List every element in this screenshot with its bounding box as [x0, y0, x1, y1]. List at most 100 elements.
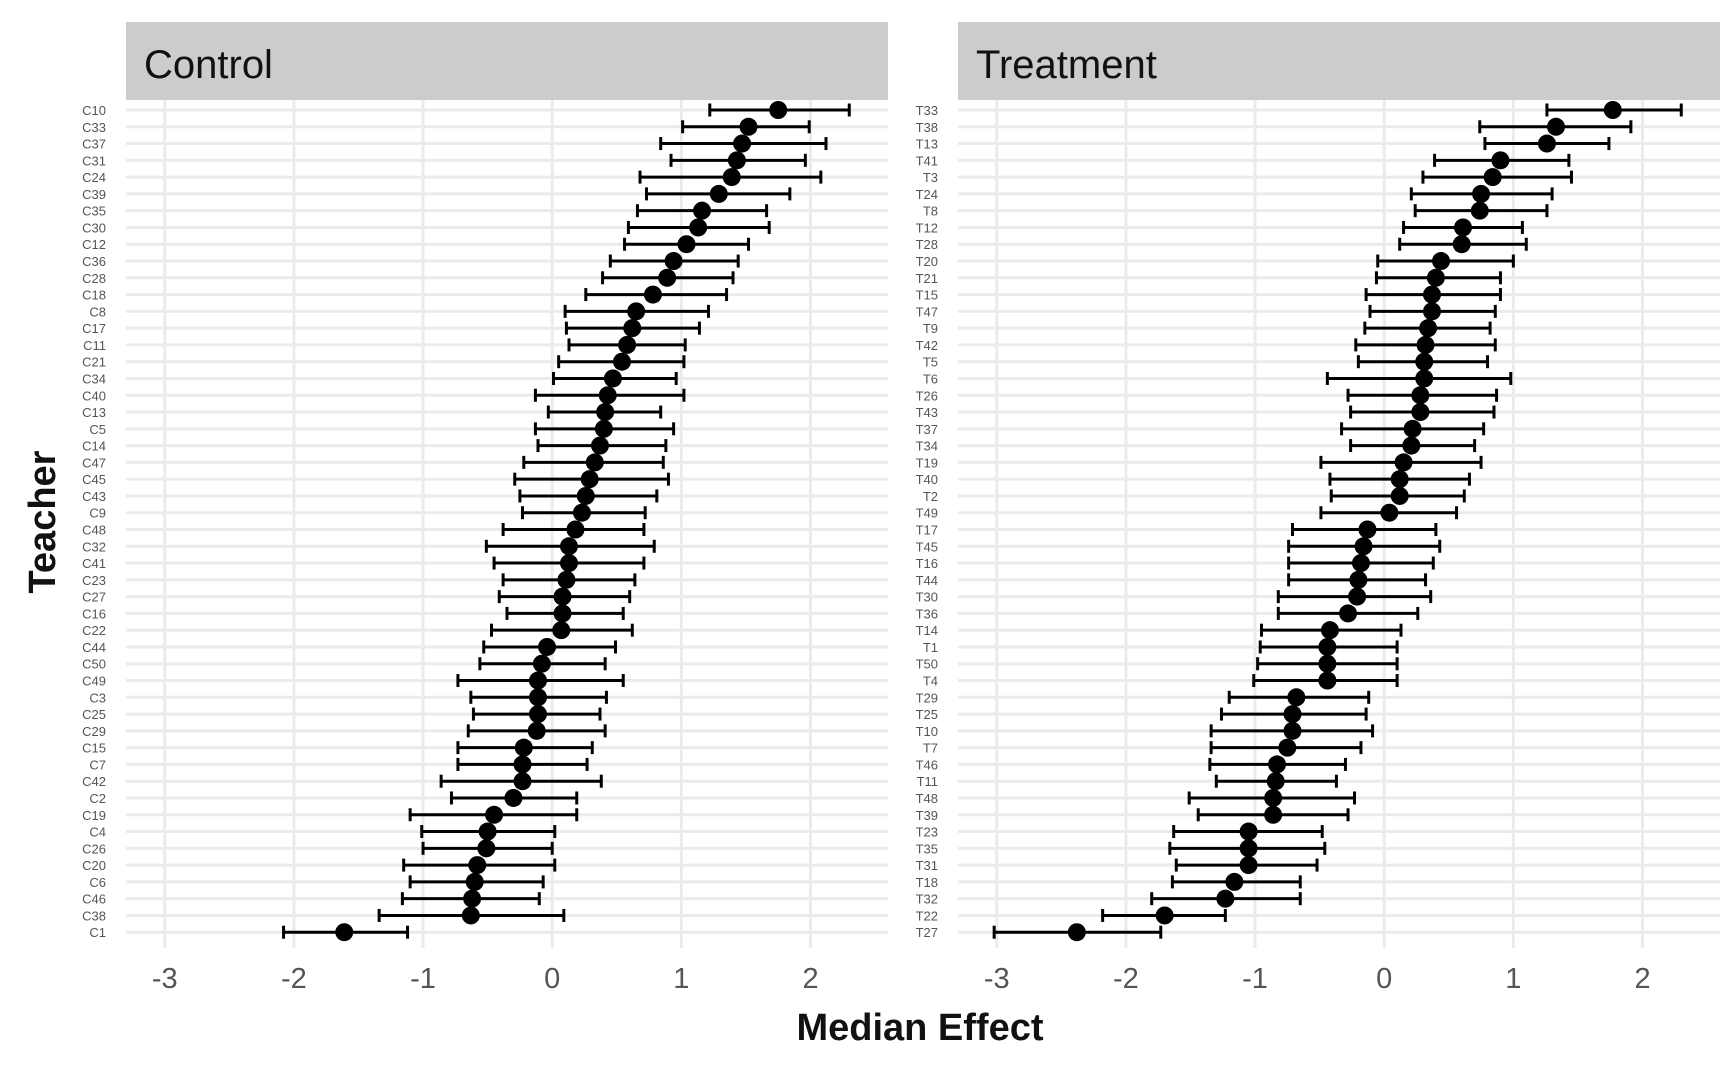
y-tick-label: T21 [916, 271, 938, 286]
median-point [576, 486, 595, 505]
x-tick-label: -3 [984, 963, 1010, 995]
median-point [468, 856, 487, 875]
median-point [1470, 201, 1489, 220]
median-point [1426, 268, 1445, 287]
y-tick-label: C2 [89, 791, 106, 806]
y-tick-label: T6 [923, 371, 938, 386]
median-point [1416, 335, 1435, 354]
median-point [1349, 570, 1368, 589]
median-point [1537, 134, 1556, 153]
median-point [463, 889, 482, 908]
median-point [572, 503, 591, 522]
median-point [1225, 872, 1244, 891]
y-tick-label: C31 [82, 153, 106, 168]
y-tick-label: T35 [916, 841, 938, 856]
median-point [1354, 537, 1373, 556]
median-point [594, 419, 613, 438]
y-tick-label: T36 [916, 606, 938, 621]
y-tick-label: C39 [82, 187, 106, 202]
median-point [1422, 285, 1441, 304]
median-point [1155, 906, 1174, 925]
median-point [709, 184, 728, 203]
median-point [538, 637, 557, 656]
y-tick-label: C32 [82, 539, 106, 554]
median-point [623, 319, 642, 338]
y-tick-label: T43 [916, 405, 938, 420]
y-tick-label: C47 [82, 455, 106, 470]
y-tick-label: C22 [82, 623, 106, 638]
median-point [335, 923, 354, 942]
y-tick-label: C40 [82, 388, 106, 403]
y-tick-label: T8 [923, 204, 938, 219]
median-point [739, 117, 758, 136]
median-point [1351, 554, 1370, 573]
y-tick-label: T3 [923, 170, 938, 185]
median-point [1216, 889, 1235, 908]
median-point [566, 520, 585, 539]
y-tick-label: T46 [916, 757, 938, 772]
y-tick-label: C26 [82, 841, 106, 856]
median-point [528, 671, 547, 690]
y-tick-label: T38 [916, 120, 938, 135]
median-point [527, 721, 546, 740]
median-point [612, 352, 631, 371]
median-point [1264, 805, 1283, 824]
median-point [590, 436, 609, 455]
median-point [1453, 218, 1472, 237]
y-tick-label: T13 [916, 137, 938, 152]
median-point [1603, 101, 1622, 119]
median-point [727, 151, 746, 170]
y-tick-label: T9 [923, 321, 938, 336]
y-tick-label: C7 [89, 757, 106, 772]
y-tick-label: T4 [923, 674, 938, 689]
x-tick-label: 0 [544, 963, 560, 995]
y-tick-label: T11 [917, 774, 938, 789]
median-point [528, 705, 547, 724]
y-tick-label: C25 [82, 707, 106, 722]
y-tick-label: C46 [82, 892, 106, 907]
median-point [478, 822, 497, 841]
y-tick-label: T48 [916, 791, 938, 806]
y-tick-label: C28 [82, 271, 106, 286]
x-tick-label: 2 [1634, 963, 1650, 995]
y-tick-label: T1 [923, 640, 938, 655]
y-tick-label: C9 [89, 506, 106, 521]
median-point [1394, 453, 1413, 472]
y-tick-label: C5 [89, 422, 106, 437]
median-point [1320, 621, 1339, 640]
median-point [559, 537, 578, 556]
median-point [532, 654, 551, 673]
median-point [769, 101, 788, 119]
median-point [643, 285, 662, 304]
median-point [1239, 822, 1258, 841]
y-tick-label: C34 [82, 371, 106, 386]
median-point [553, 604, 572, 623]
y-tick-label: C42 [82, 774, 106, 789]
y-tick-label: T2 [923, 489, 938, 504]
y-tick-label: C29 [82, 724, 106, 739]
median-point [627, 302, 646, 321]
strip-background [958, 22, 1720, 100]
y-tick-label: C10 [82, 103, 106, 118]
median-point [1415, 369, 1434, 388]
median-point [1283, 721, 1302, 740]
median-point [504, 788, 523, 807]
y-tick-label: T20 [916, 254, 938, 269]
y-tick-label: C50 [82, 657, 106, 672]
facet-panels: Control-3 -2 -1 0 1 2C10C33C37C31C24C39C35C30… [82, 22, 1720, 995]
median-point [1348, 587, 1367, 606]
median-point [580, 470, 599, 489]
y-tick-label: T34 [916, 439, 938, 454]
median-point [1419, 319, 1438, 338]
y-tick-label: T49 [916, 506, 938, 521]
median-point [1264, 788, 1283, 807]
median-point [722, 168, 741, 187]
median-point [1318, 654, 1337, 673]
median-point [596, 403, 615, 422]
x-tick-label: -2 [1113, 963, 1139, 995]
median-point [1411, 386, 1430, 405]
median-point [1403, 419, 1422, 438]
strip-title: Treatment [976, 43, 1157, 87]
median-point [553, 587, 572, 606]
